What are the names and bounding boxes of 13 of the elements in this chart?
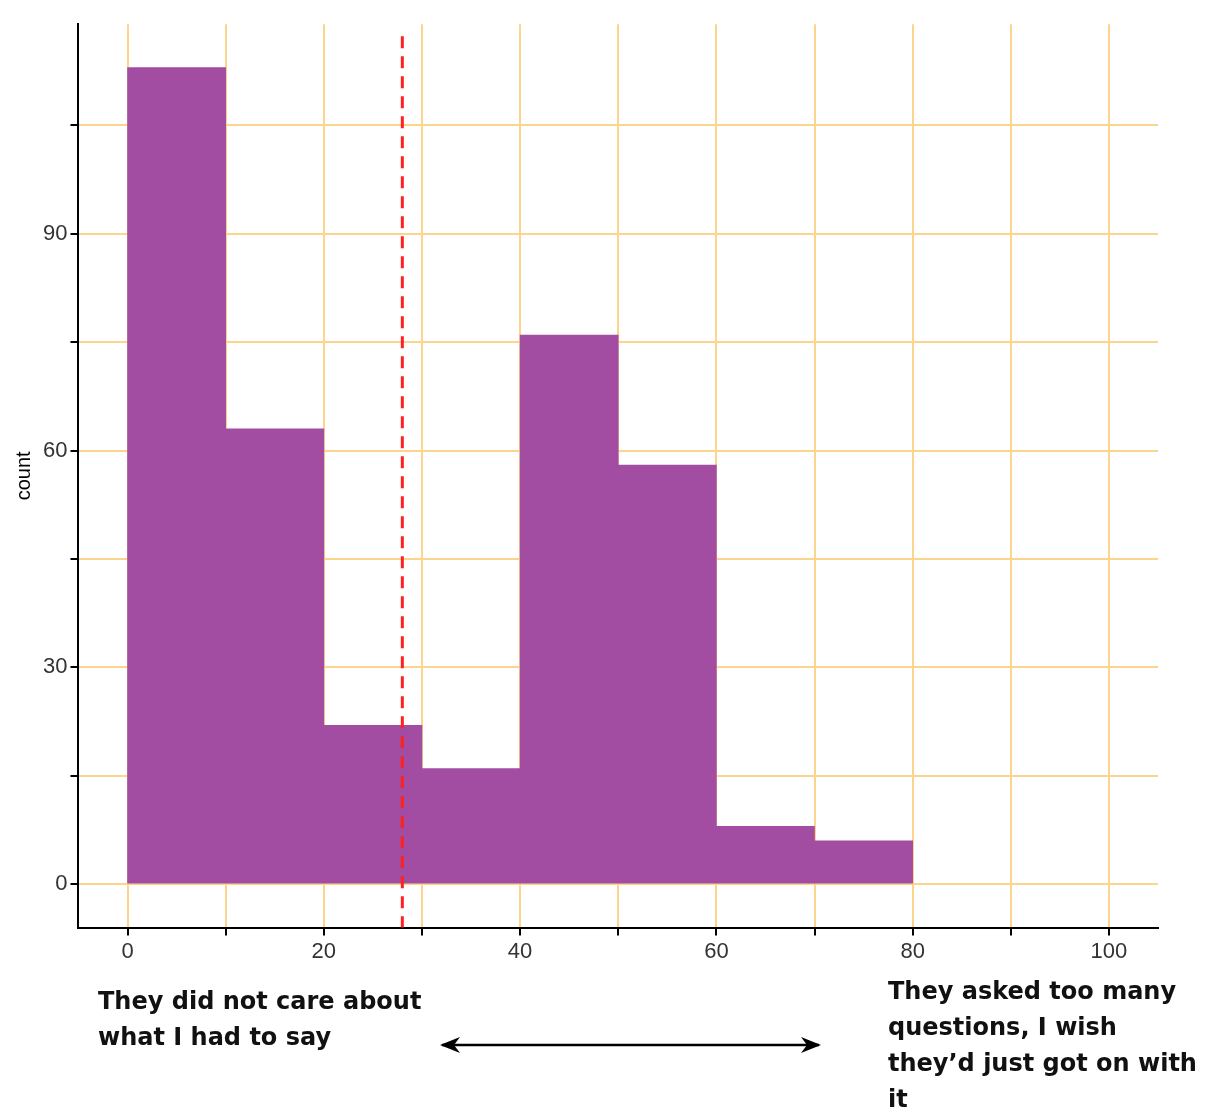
x-tick-label: 60	[704, 937, 729, 963]
y-tick-label: 60	[42, 436, 68, 462]
x-tick-label: 20	[311, 937, 337, 963]
text: They did not care about what I had to say	[98, 986, 423, 1053]
y-axis-title: count	[11, 451, 34, 501]
y-tick-label: 90	[42, 219, 68, 245]
x-tick-label: 40	[507, 937, 533, 963]
x-tick-label: 80	[900, 937, 925, 963]
y-tick-label: 0	[55, 870, 68, 896]
y-tick-label: 30	[42, 653, 68, 679]
text: They asked too many questions, I wish they’d just got on with it	[888, 976, 1198, 1115]
x-tick-label: 0	[121, 937, 134, 963]
x-tick-label: 100	[1090, 937, 1128, 963]
